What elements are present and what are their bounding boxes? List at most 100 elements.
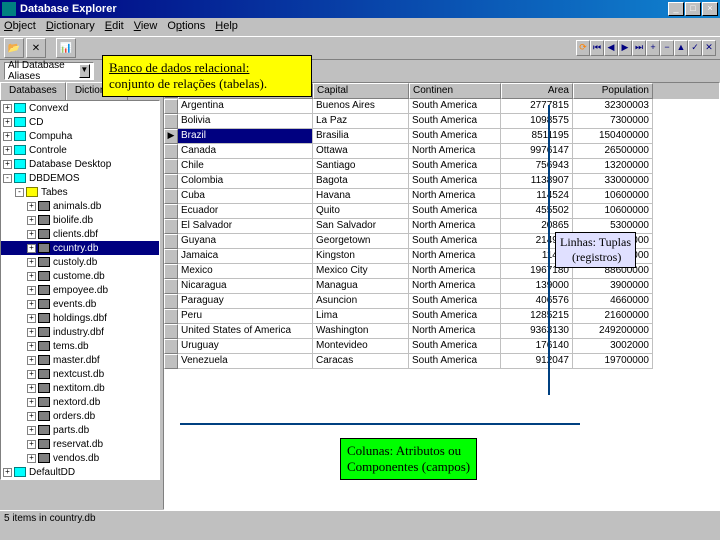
cell-name[interactable]: Bolivia xyxy=(178,114,313,129)
cell-name[interactable]: Mexico xyxy=(178,264,313,279)
cell-population[interactable]: 4660000 xyxy=(573,294,653,309)
refresh-button[interactable]: ⟳ xyxy=(576,40,590,56)
table-row[interactable]: ParaguayAsuncionSouth America40657646600… xyxy=(164,294,719,309)
cell-continent[interactable]: South America xyxy=(409,114,501,129)
cell-continent[interactable]: South America xyxy=(409,309,501,324)
expand-icon[interactable]: + xyxy=(27,342,36,351)
cell-name[interactable]: Ecuador xyxy=(178,204,313,219)
alias-combo[interactable]: All Database Aliases ▼ xyxy=(4,62,94,80)
cell-name[interactable]: Chile xyxy=(178,159,313,174)
cell-name[interactable]: Paraguay xyxy=(178,294,313,309)
table-row[interactable]: EcuadorQuitoSouth America45550210600000 xyxy=(164,204,719,219)
tree-item[interactable]: -Tabes xyxy=(1,185,159,199)
tree-item[interactable]: +Database Desktop xyxy=(1,157,159,171)
add-button[interactable]: + xyxy=(646,40,660,56)
expand-icon[interactable]: + xyxy=(3,118,12,127)
tree-item[interactable]: +nextitom.db xyxy=(1,381,159,395)
cell-continent[interactable]: North America xyxy=(409,189,501,204)
cell-continent[interactable]: South America xyxy=(409,99,501,114)
cell-capital[interactable]: La Paz xyxy=(313,114,409,129)
expand-icon[interactable]: + xyxy=(27,216,36,225)
menu-object[interactable]: Object xyxy=(4,20,36,34)
cell-continent[interactable]: South America xyxy=(409,129,501,144)
cell-population[interactable]: 19700000 xyxy=(573,354,653,369)
tree-item[interactable]: +Compuha xyxy=(1,129,159,143)
cell-area[interactable]: 176140 xyxy=(501,339,573,354)
next-button[interactable]: ▶ xyxy=(618,40,632,56)
col-population[interactable]: Population xyxy=(573,83,653,99)
expand-icon[interactable]: + xyxy=(27,272,36,281)
tree-item[interactable]: +nextord.db xyxy=(1,395,159,409)
cell-name[interactable]: Brazil xyxy=(178,129,313,144)
table-row[interactable]: United States of AmericaWashingtonNorth … xyxy=(164,324,719,339)
expand-icon[interactable]: + xyxy=(27,286,36,295)
remove-button[interactable]: − xyxy=(660,40,674,56)
cell-name[interactable]: Uruguay xyxy=(178,339,313,354)
cell-capital[interactable]: Brasilia xyxy=(313,129,409,144)
cell-capital[interactable]: Ottawa xyxy=(313,144,409,159)
cell-area[interactable]: 455502 xyxy=(501,204,573,219)
tab-databases[interactable]: Databases xyxy=(0,82,66,100)
table-row[interactable]: PeruLimaSouth America128521521600000 xyxy=(164,309,719,324)
table-row[interactable]: ▶BrazilBrasiliaSouth America851119515040… xyxy=(164,129,719,144)
table-row[interactable]: CubaHavanaNorth America11452410600000 xyxy=(164,189,719,204)
cell-population[interactable]: 21600000 xyxy=(573,309,653,324)
tree-item[interactable]: +master.dbf xyxy=(1,353,159,367)
cell-population[interactable]: 13200000 xyxy=(573,159,653,174)
expand-icon[interactable]: + xyxy=(27,258,36,267)
cell-name[interactable]: Canada xyxy=(178,144,313,159)
expand-icon[interactable]: + xyxy=(27,244,36,253)
col-capital[interactable]: Capital xyxy=(313,83,409,99)
cancel-button[interactable]: ✕ xyxy=(702,40,716,56)
tree-item[interactable]: +tems.db xyxy=(1,339,159,353)
tree-item[interactable]: -DBDEMOS xyxy=(1,171,159,185)
tree-item[interactable]: +parts.db xyxy=(1,423,159,437)
cell-continent[interactable]: North America xyxy=(409,219,501,234)
cell-area[interactable]: 1138907 xyxy=(501,174,573,189)
expand-icon[interactable]: + xyxy=(3,132,12,141)
tree-item[interactable]: +Convexd xyxy=(1,101,159,115)
menu-edit[interactable]: Edit xyxy=(105,20,124,34)
table-row[interactable]: NicaraguaManaguaNorth America13900039000… xyxy=(164,279,719,294)
col-area[interactable]: Area xyxy=(501,83,573,99)
cell-name[interactable]: Argentina xyxy=(178,99,313,114)
cell-name[interactable]: Peru xyxy=(178,309,313,324)
expand-icon[interactable]: + xyxy=(3,146,12,155)
chevron-down-icon[interactable]: ▼ xyxy=(79,64,90,78)
expand-icon[interactable]: + xyxy=(27,202,36,211)
cell-name[interactable]: Guyana xyxy=(178,234,313,249)
cell-capital[interactable]: Havana xyxy=(313,189,409,204)
cell-area[interactable]: 1285215 xyxy=(501,309,573,324)
expand-icon[interactable]: + xyxy=(27,230,36,239)
table-row[interactable]: ArgentinaBuenos AiresSouth America277781… xyxy=(164,99,719,114)
tree-item[interactable]: +events.db xyxy=(1,297,159,311)
delete-button[interactable]: ✕ xyxy=(26,38,46,58)
cell-name[interactable]: Jamaica xyxy=(178,249,313,264)
cell-capital[interactable]: Bagota xyxy=(313,174,409,189)
cell-name[interactable]: Colombia xyxy=(178,174,313,189)
expand-icon[interactable]: + xyxy=(27,454,36,463)
cell-continent[interactable]: South America xyxy=(409,174,501,189)
tree-item[interactable]: +Controle xyxy=(1,143,159,157)
expand-icon[interactable]: + xyxy=(27,356,36,365)
table-row[interactable]: CanadaOttawaNorth America997614726500000 xyxy=(164,144,719,159)
cell-capital[interactable]: Buenos Aires xyxy=(313,99,409,114)
cell-capital[interactable]: Georgetown xyxy=(313,234,409,249)
cell-area[interactable]: 8511195 xyxy=(501,129,573,144)
first-button[interactable]: ⏮ xyxy=(590,40,604,56)
tree-item[interactable]: +empoyee.db xyxy=(1,283,159,297)
table-row[interactable]: BoliviaLa PazSouth America10985757300000 xyxy=(164,114,719,129)
cell-continent[interactable]: South America xyxy=(409,354,501,369)
cell-population[interactable]: 26500000 xyxy=(573,144,653,159)
cell-capital[interactable]: Kingston xyxy=(313,249,409,264)
cell-continent[interactable]: South America xyxy=(409,294,501,309)
cell-capital[interactable]: Mexico City xyxy=(313,264,409,279)
open-button[interactable]: 📂 xyxy=(4,38,24,58)
table-row[interactable]: VenezuelaCaracasSouth America91204719700… xyxy=(164,354,719,369)
cell-population[interactable]: 10600000 xyxy=(573,204,653,219)
cell-area[interactable]: 9976147 xyxy=(501,144,573,159)
expand-icon[interactable]: + xyxy=(3,468,12,477)
edit-button[interactable]: ▲ xyxy=(674,40,688,56)
tree-item[interactable]: +industry.dbf xyxy=(1,325,159,339)
cell-capital[interactable]: Quito xyxy=(313,204,409,219)
